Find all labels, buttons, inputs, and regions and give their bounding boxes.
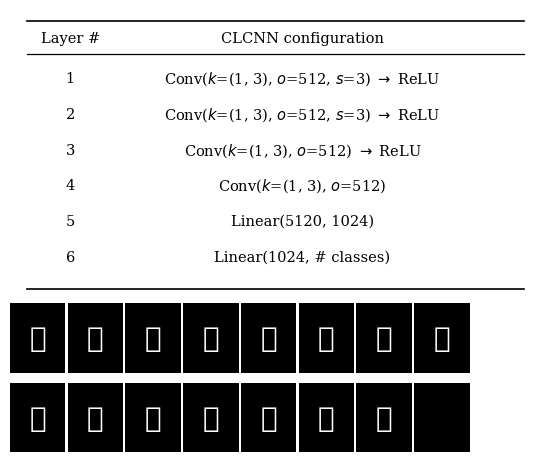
Bar [125, 304, 181, 373]
Text: 2: 2 [65, 108, 75, 122]
Bar [241, 383, 296, 453]
Text: で: で [260, 325, 277, 353]
Text: は: は [145, 325, 161, 353]
Bar [241, 304, 296, 373]
Text: あ: あ [318, 325, 335, 353]
Text: Linear(1024, # classes): Linear(1024, # classes) [214, 250, 390, 264]
Bar [68, 383, 123, 453]
Bar [299, 304, 354, 373]
Text: Conv($k$=(1, 3), $o$=512) $\rightarrow$ ReLU: Conv($k$=(1, 3), $o$=512) $\rightarrow$ … [184, 141, 421, 159]
Bar [299, 383, 354, 453]
Text: Linear(5120, 1024): Linear(5120, 1024) [231, 214, 374, 229]
Text: 蒣: 蒣 [87, 325, 104, 353]
Text: CLCNN configuration: CLCNN configuration [221, 32, 384, 45]
Text: 名: 名 [29, 404, 46, 431]
Text: は: は [145, 404, 161, 431]
Text: 。: 。 [434, 325, 450, 353]
Bar [183, 304, 239, 373]
Text: Conv($k$=(1, 3), $o$=512, $s$=3) $\rightarrow$ ReLU: Conv($k$=(1, 3), $o$=512, $s$=3) $\right… [164, 70, 441, 88]
Bar [183, 383, 239, 453]
Text: 6: 6 [65, 250, 75, 264]
Bar [356, 304, 412, 373]
Bar [414, 383, 470, 453]
Bar [10, 304, 65, 373]
Text: 何: 何 [318, 404, 335, 431]
Text: Layer #: Layer # [40, 32, 100, 45]
Text: る: る [376, 325, 393, 353]
Text: 前: 前 [87, 404, 104, 431]
Bar [10, 383, 65, 453]
Text: が: が [260, 404, 277, 431]
Text: Conv($k$=(1, 3), $o$=512): Conv($k$=(1, 3), $o$=512) [218, 177, 387, 195]
Text: ま: ま [202, 404, 219, 431]
Text: 1: 1 [66, 72, 75, 86]
Bar [125, 383, 181, 453]
Text: 5: 5 [65, 214, 75, 229]
Text: 4: 4 [65, 179, 75, 193]
Bar [356, 383, 412, 453]
Text: 3: 3 [65, 143, 75, 157]
Text: 猫: 猫 [202, 325, 219, 353]
Bar [68, 304, 123, 373]
Text: Conv($k$=(1, 3), $o$=512, $s$=3) $\rightarrow$ ReLU: Conv($k$=(1, 3), $o$=512, $s$=3) $\right… [164, 106, 441, 123]
Text: か: か [376, 404, 393, 431]
Bar [414, 304, 470, 373]
Text: 吐: 吐 [29, 325, 46, 353]
